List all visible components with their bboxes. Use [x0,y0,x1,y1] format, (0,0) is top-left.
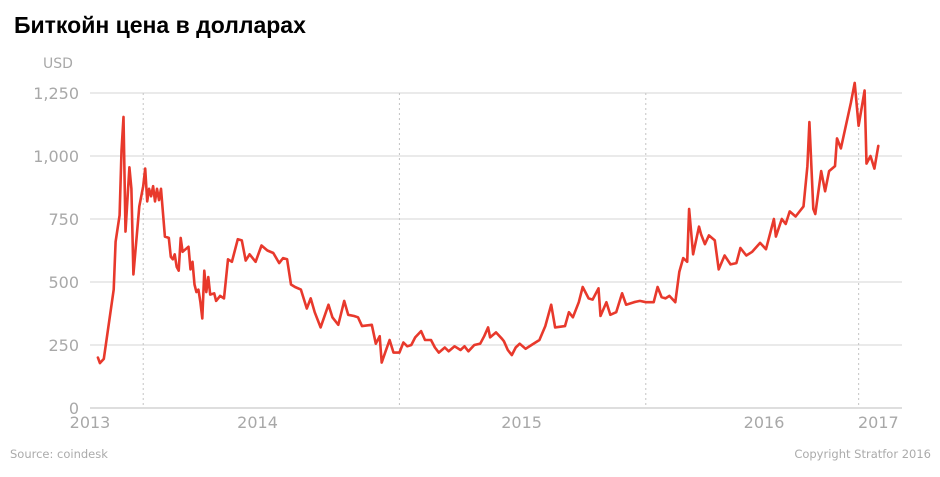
x-tick-label: 2016 [744,413,785,432]
y-tick-label: 1,000 [33,147,79,166]
y-tick-label: 0 [69,399,79,418]
copyright-note: Copyright Stratfor 2016 [794,447,931,461]
gridlines [90,92,902,409]
y-axis-ticks: 0 250 500 750 1,000 1,250 [33,84,79,418]
x-tick-label: 2017 [858,413,899,432]
y-tick-label: 1,250 [33,84,79,103]
vertical-gridlines [142,93,860,408]
source-note: Source: coindesk [10,447,108,461]
chart-title: Биткойн цена в долларах [14,12,306,38]
x-tick-label: 2013 [70,413,111,432]
y-tick-label: 500 [48,273,79,292]
y-tick-label: 250 [48,336,79,355]
x-axis-ticks: 2013 2014 2015 2016 2017 [70,413,899,432]
y-tick-label: 750 [48,210,79,229]
price-series-line [96,81,880,365]
y-axis-label: USD [43,56,73,72]
x-tick-label: 2014 [237,413,278,432]
x-tick-label: 2015 [501,413,542,432]
